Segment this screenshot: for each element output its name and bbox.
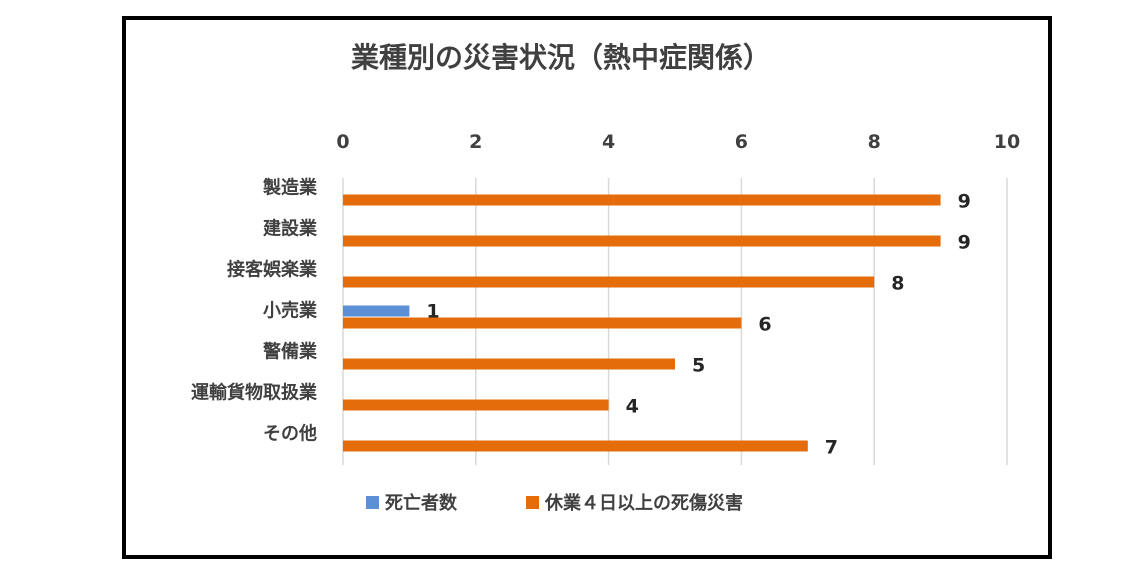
- bar-injuries: [343, 276, 875, 288]
- category-label: 接客娯楽業: [227, 259, 318, 281]
- data-label-injuries: 9: [958, 191, 971, 213]
- bar-deaths: [343, 305, 410, 317]
- x-tick-label: 8: [868, 131, 881, 153]
- bar-injuries: [343, 194, 941, 206]
- legend-label-deaths: 死亡者数: [385, 493, 457, 514]
- legend-label-injuries: 休業４日以上の死傷災害: [545, 493, 743, 514]
- bar-injuries: [343, 235, 941, 247]
- legend-swatch-injuries: [526, 495, 539, 509]
- category-label: 製造業: [262, 177, 318, 199]
- category-label: 建設業: [263, 218, 318, 240]
- legend-item-deaths: 死亡者数: [366, 489, 457, 515]
- x-tick-label: 0: [336, 131, 349, 153]
- data-label-injuries: 4: [626, 396, 639, 418]
- data-label-deaths: 1: [426, 301, 439, 323]
- x-tick-label: 2: [469, 131, 482, 153]
- category-label: 小売業: [263, 300, 318, 322]
- bar-injuries: [343, 317, 742, 329]
- bar-injuries: [343, 440, 808, 452]
- category-label: 警備業: [263, 341, 318, 363]
- data-label-injuries: 6: [758, 314, 771, 336]
- data-label-injuries: 5: [692, 355, 705, 377]
- legend-swatch-deaths: [366, 495, 379, 509]
- x-tick-label: 10: [994, 131, 1020, 153]
- legend-item-injuries: 休業４日以上の死傷災害: [526, 489, 743, 515]
- chart-title: 業種別の災害状況（熱中症関係）: [350, 41, 771, 74]
- x-tick-label: 6: [735, 131, 748, 153]
- bar-injuries: [343, 358, 675, 370]
- data-label-injuries: 7: [825, 437, 838, 459]
- data-label-injuries: 9: [958, 232, 971, 254]
- data-label-injuries: 8: [891, 273, 904, 295]
- x-tick-label: 4: [602, 131, 615, 153]
- category-label: 運輸貨物取扱業: [191, 382, 318, 404]
- bar-injuries: [343, 399, 609, 411]
- category-label: その他: [263, 423, 317, 445]
